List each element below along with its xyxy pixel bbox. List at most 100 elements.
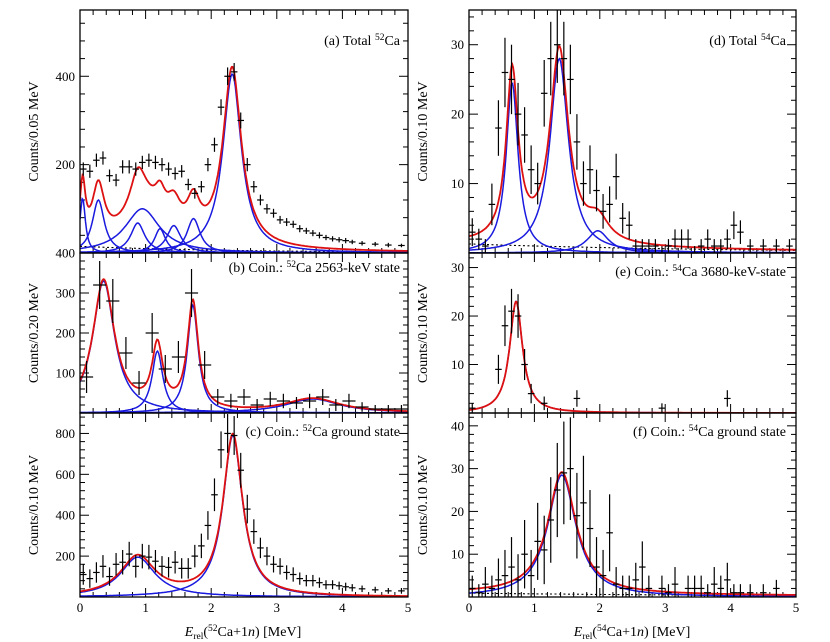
y-axis-label: Counts/0.10 MeV	[416, 283, 431, 383]
data-point	[521, 107, 528, 163]
data-point	[152, 549, 159, 573]
data-point	[250, 519, 258, 544]
data-point	[501, 305, 509, 347]
data-point	[263, 391, 277, 407]
plot-frame	[468, 412, 797, 598]
component-curve	[80, 217, 408, 253]
data-point	[658, 575, 666, 597]
y-tick-label: 20	[451, 504, 464, 519]
data-point	[521, 349, 528, 381]
data-point	[80, 564, 87, 585]
data-point	[639, 541, 646, 593]
data-point	[746, 239, 754, 253]
data-point	[204, 158, 212, 172]
data-point	[119, 549, 126, 575]
data-point	[704, 229, 711, 249]
total-fit-curve	[80, 278, 408, 412]
panel-d-title: (d) Total 54Ca	[709, 33, 786, 49]
data-point	[230, 63, 238, 81]
data-point	[132, 371, 146, 395]
data-point	[371, 241, 379, 247]
data-point	[534, 162, 541, 205]
data-point	[488, 183, 496, 226]
data-point	[593, 169, 600, 212]
x-tick-label: 2	[597, 600, 604, 615]
data-point	[171, 551, 179, 574]
data-point	[158, 556, 166, 577]
panel-b: 100 200 300 400 Counts/0.20 MeV (b) Coin.: 52…	[27, 246, 409, 414]
data-point	[348, 584, 356, 592]
data-point	[93, 153, 100, 167]
data-point	[86, 569, 94, 588]
data-point	[171, 167, 179, 180]
data-point	[322, 580, 330, 590]
data-point	[358, 241, 366, 246]
x-tick-label: 2	[208, 600, 215, 615]
data-point	[573, 390, 581, 407]
data-point	[495, 354, 502, 384]
data-point	[112, 553, 120, 576]
data-point	[342, 393, 356, 409]
data-point	[658, 403, 666, 413]
data-point	[342, 237, 349, 244]
data-point	[645, 575, 653, 597]
data-point	[276, 558, 284, 575]
data-point	[746, 584, 754, 597]
data-point	[224, 414, 231, 453]
data-point	[93, 562, 100, 583]
y-axis-label: Counts/0.10 MeV	[27, 455, 42, 555]
y-tick-label: 800	[56, 426, 76, 441]
data-point	[276, 393, 290, 409]
data-point	[329, 399, 343, 411]
data-point	[237, 452, 244, 488]
data-point	[691, 575, 698, 597]
total-fit-curve	[469, 45, 796, 251]
panel-f-title: (f) Coin.: 54Ca ground state	[633, 424, 786, 440]
data-point	[198, 180, 205, 193]
panel-c: 200 400 600 800 0 1 2 3 4 5 Counts/0.10 MeV (c) Coi…	[27, 412, 411, 615]
y-tick-label: 300	[56, 286, 76, 301]
data-point	[724, 390, 731, 407]
component-curve	[80, 222, 408, 253]
y-tick-label: 40	[451, 418, 464, 433]
x-axis-label-right: Erel(54Ca+1n) [MeV]	[573, 624, 690, 642]
data-point	[724, 562, 731, 597]
data-point	[250, 180, 258, 193]
data-point	[567, 417, 574, 520]
y-tick-label: 100	[56, 366, 76, 381]
data-point	[580, 161, 587, 206]
y-tick-label: 200	[56, 157, 76, 172]
data-point	[527, 145, 535, 194]
data-point	[469, 403, 476, 413]
component-curve	[80, 198, 408, 253]
data-point	[132, 162, 140, 176]
data-point	[540, 515, 548, 585]
background-curve	[469, 592, 796, 597]
data-point	[237, 389, 251, 405]
data-point	[554, 10, 561, 83]
data-point	[125, 160, 133, 174]
y-tick-label: 30	[451, 37, 464, 52]
data-point	[737, 584, 744, 597]
data-point	[586, 145, 594, 194]
data-point	[540, 396, 548, 411]
data-point	[665, 584, 672, 597]
data-point	[612, 567, 620, 597]
data-point	[152, 155, 159, 170]
data-point	[158, 355, 172, 383]
data-point	[381, 405, 395, 413]
data-point	[263, 546, 271, 566]
data-point	[786, 239, 793, 253]
data-point	[224, 67, 231, 86]
y-tick-label: 30	[451, 260, 464, 275]
data-point	[119, 160, 126, 174]
data-point	[335, 581, 343, 590]
data-point	[296, 225, 304, 233]
data-point	[599, 193, 607, 229]
data-point	[316, 389, 330, 405]
data-point	[508, 537, 515, 597]
data-point	[606, 186, 613, 223]
data-point	[619, 575, 626, 597]
data-point	[204, 511, 212, 540]
data-point	[671, 567, 679, 597]
